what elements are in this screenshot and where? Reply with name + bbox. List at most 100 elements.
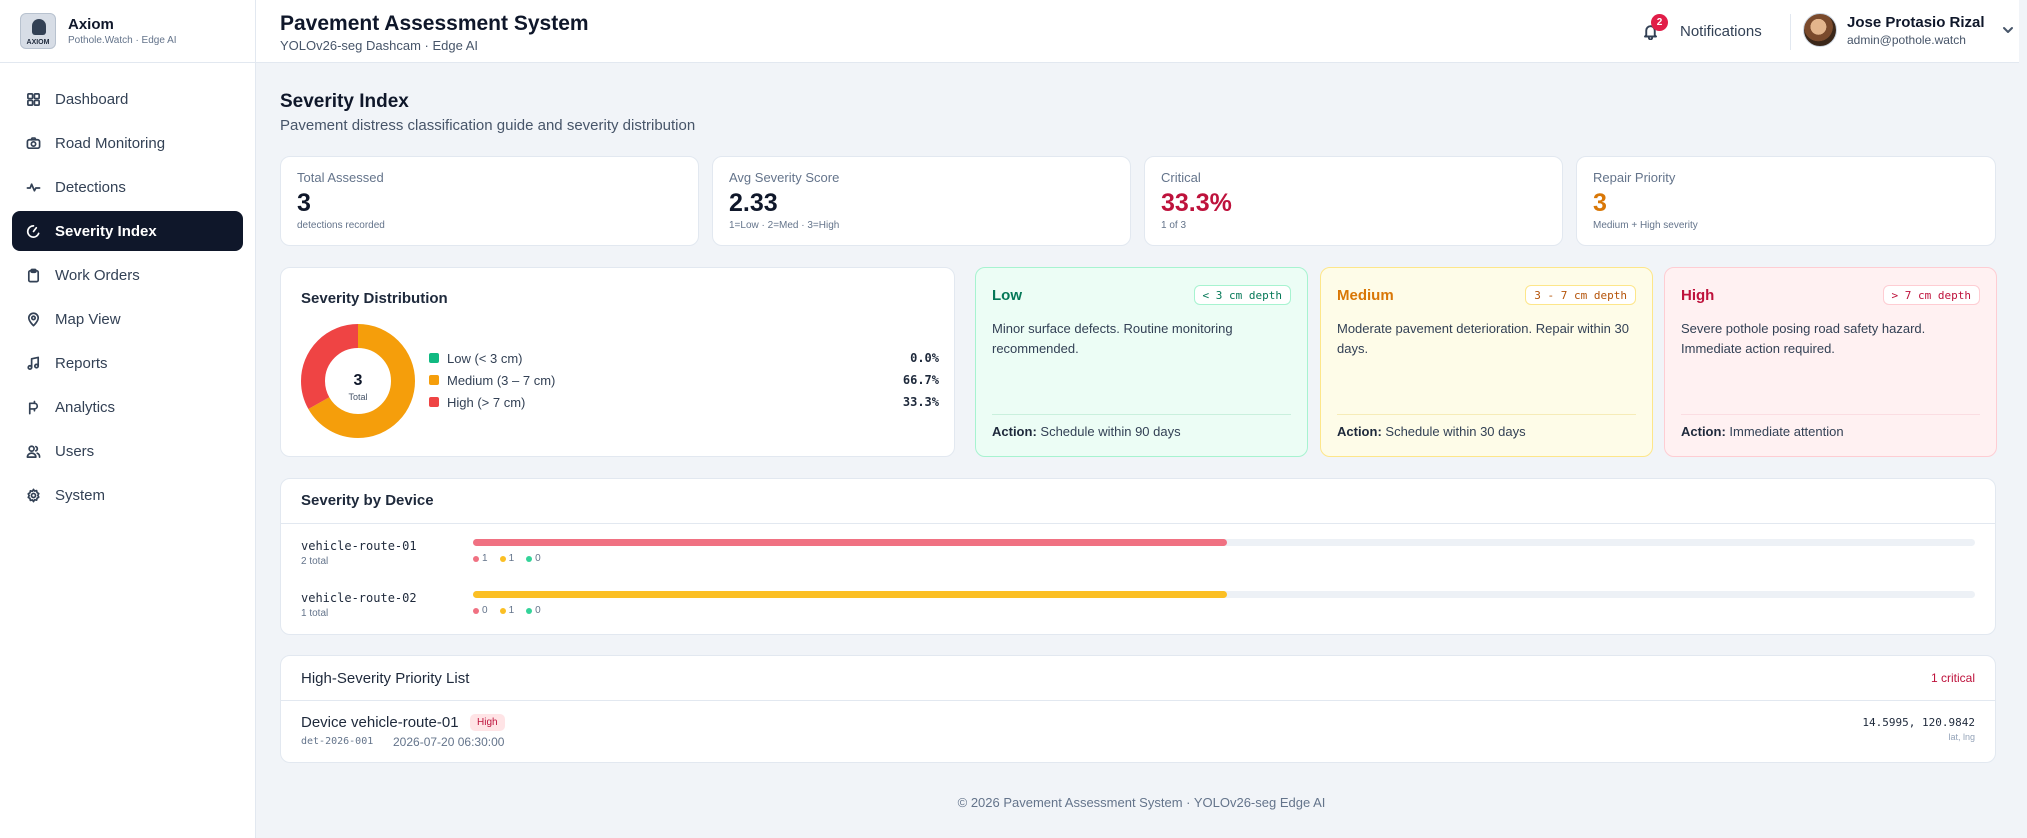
medium-count: 1	[499, 605, 514, 616]
sidebar-item-label: Map View	[55, 310, 121, 328]
brand-subtitle: Pothole.Watch · Edge AI	[68, 35, 177, 46]
stat-card-critical: Critical 33.3% 1 of 3	[1144, 156, 1563, 246]
stat-label: Avg Severity Score	[729, 170, 840, 185]
sidebar-item-dashboard[interactable]: Dashboard	[12, 79, 243, 119]
sidebar-item-label: System	[55, 486, 106, 504]
notifications-button[interactable]: 2 Notifications	[1640, 14, 1800, 48]
stat-value: 3	[1593, 189, 1607, 217]
severity-by-device-card: Severity by Device vehicle-route-01 2 to…	[280, 478, 1996, 635]
pulse-icon	[25, 179, 41, 195]
divider	[1337, 414, 1636, 415]
sidebar-item-label: Detections	[55, 178, 126, 196]
legend-percent: 0.0%	[910, 351, 939, 365]
device-counts: 1 1 0	[473, 553, 541, 564]
sidebar-item-road-monitoring[interactable]: Road Monitoring	[12, 123, 243, 163]
severity-name: High	[1681, 287, 1715, 304]
stat-hint: 1 of 3	[1161, 220, 1187, 231]
camera-icon	[25, 135, 41, 151]
depth-badge: 3 - 7 cm depth	[1525, 285, 1636, 305]
severity-distribution-card: Severity Distribution 3 Total Low (< 3 c…	[280, 267, 955, 457]
sidebar-item-label: Road Monitoring	[55, 134, 166, 152]
low-count: 0	[526, 553, 541, 564]
sidebar-item-reports[interactable]: Reports	[12, 343, 243, 383]
gauge-icon	[25, 223, 41, 239]
bell-icon[interactable]: 2	[1640, 14, 1668, 41]
top-header: Pavement Assessment System YOLOv26-seg D…	[256, 0, 2027, 63]
sidebar-item-label: Work Orders	[55, 266, 140, 284]
severity-action: Action: Immediate attention	[1681, 424, 1844, 439]
legend-swatch	[429, 353, 439, 363]
app-title: Pavement Assessment System	[280, 12, 589, 35]
priority-list-card: High-Severity Priority List 1 critical D…	[280, 655, 1996, 763]
user-menu[interactable]: Jose Protasio Rizal admin@pothole.watch	[1803, 13, 2015, 47]
sidebar-item-label: Reports	[55, 354, 108, 372]
medium-count: 1	[499, 553, 514, 564]
donut-chart: 3 Total	[301, 324, 415, 438]
chevron-down-icon[interactable]	[2001, 23, 2015, 37]
page-subtitle: Pavement distress classification guide a…	[280, 117, 696, 134]
legend-label: High (> 7 cm)	[447, 394, 526, 410]
device-total: 1 total	[301, 608, 329, 619]
detection-timestamp: 2026-07-20 06:30:00	[393, 735, 505, 749]
notifications-label[interactable]: Notifications	[1680, 22, 1762, 40]
sidebar-item-detections[interactable]: Detections	[12, 167, 243, 207]
stat-label: Repair Priority	[1593, 170, 1676, 185]
donut-center-value: 3	[354, 372, 363, 389]
divider	[992, 414, 1291, 415]
device-name: vehicle-route-01	[301, 539, 417, 553]
legend-percent: 66.7%	[902, 373, 939, 387]
device-total: 2 total	[301, 556, 329, 567]
stat-hint: 1=Low · 2=Med · 3=High	[729, 220, 840, 231]
sidebar-item-system[interactable]: System	[12, 475, 243, 515]
device-name: vehicle-route-02	[301, 591, 417, 605]
sidebar-item-analytics[interactable]: Analytics	[12, 387, 243, 427]
high-count: 0	[473, 605, 488, 616]
detection-coordinates: 14.5995, 120.9842	[1862, 716, 1975, 729]
low-count: 0	[526, 605, 541, 616]
avatar[interactable]	[1803, 13, 1837, 47]
brand[interactable]: AXIOM Axiom Pothole.Watch · Edge AI	[0, 0, 255, 63]
sidebar-item-map-view[interactable]: Map View	[12, 299, 243, 339]
legend-item-high: High (> 7 cm) 33.3%	[429, 392, 939, 412]
sidebar: AXIOM Axiom Pothole.Watch · Edge AI Dash…	[0, 0, 256, 838]
clipboard-icon	[25, 267, 41, 283]
device-counts: 0 1 0	[473, 605, 541, 616]
sidebar-item-label: Users	[55, 442, 95, 460]
section-title: High-Severity Priority List	[301, 670, 470, 687]
device-progress-track	[473, 591, 1975, 598]
stat-value: 2.33	[729, 189, 778, 217]
severity-card-low: Low < 3 cm depth Minor surface defects. …	[975, 267, 1308, 457]
depth-badge: < 3 cm depth	[1193, 285, 1291, 305]
legend-item-low: Low (< 3 cm) 0.0%	[429, 348, 939, 368]
coordinates-label: lat, lng	[1948, 732, 1975, 742]
stat-label: Critical	[1161, 170, 1201, 185]
user-email: admin@pothole.watch	[1847, 32, 1966, 47]
stat-value: 33.3%	[1161, 189, 1232, 217]
scrollbar[interactable]	[2019, 0, 2027, 838]
device-progress-fill	[473, 539, 1227, 546]
footer: © 2026 Pavement Assessment System · YOLO…	[957, 795, 1326, 810]
sidebar-item-work-orders[interactable]: Work Orders	[12, 255, 243, 295]
severity-card-high: High > 7 cm depth Severe pothole posing …	[1664, 267, 1997, 457]
high-count: 1	[473, 553, 488, 564]
gear-icon	[25, 487, 41, 503]
sidebar-item-label: Analytics	[55, 398, 116, 416]
header-divider	[1790, 14, 1791, 50]
critical-count: 1 critical	[1930, 671, 1975, 685]
legend-label: Medium (3 – 7 cm)	[447, 372, 556, 388]
stat-hint: detections recorded	[297, 220, 385, 231]
severity-card-medium: Medium 3 - 7 cm depth Moderate pavement …	[1320, 267, 1653, 457]
priority-device-name: Device vehicle-route-01	[301, 714, 459, 731]
stat-card-total-assessed: Total Assessed 3 detections recorded	[280, 156, 699, 246]
device-progress-fill	[473, 591, 1227, 598]
stat-value: 3	[297, 189, 311, 217]
stat-label: Total Assessed	[297, 170, 384, 185]
donut-center-label: Total	[348, 392, 367, 402]
sidebar-item-users[interactable]: Users	[12, 431, 243, 471]
severity-action: Action: Schedule within 90 days	[992, 424, 1181, 439]
donut-segment-high	[301, 324, 415, 438]
severity-description: Severe pothole posing road safety hazard…	[1681, 321, 1926, 356]
app-subtitle: YOLOv26-seg Dashcam · Edge AI	[280, 38, 478, 53]
list-item[interactable]: Device vehicle-route-01 High det-2026-00…	[281, 701, 1995, 763]
sidebar-item-severity-index[interactable]: Severity Index	[12, 211, 243, 251]
